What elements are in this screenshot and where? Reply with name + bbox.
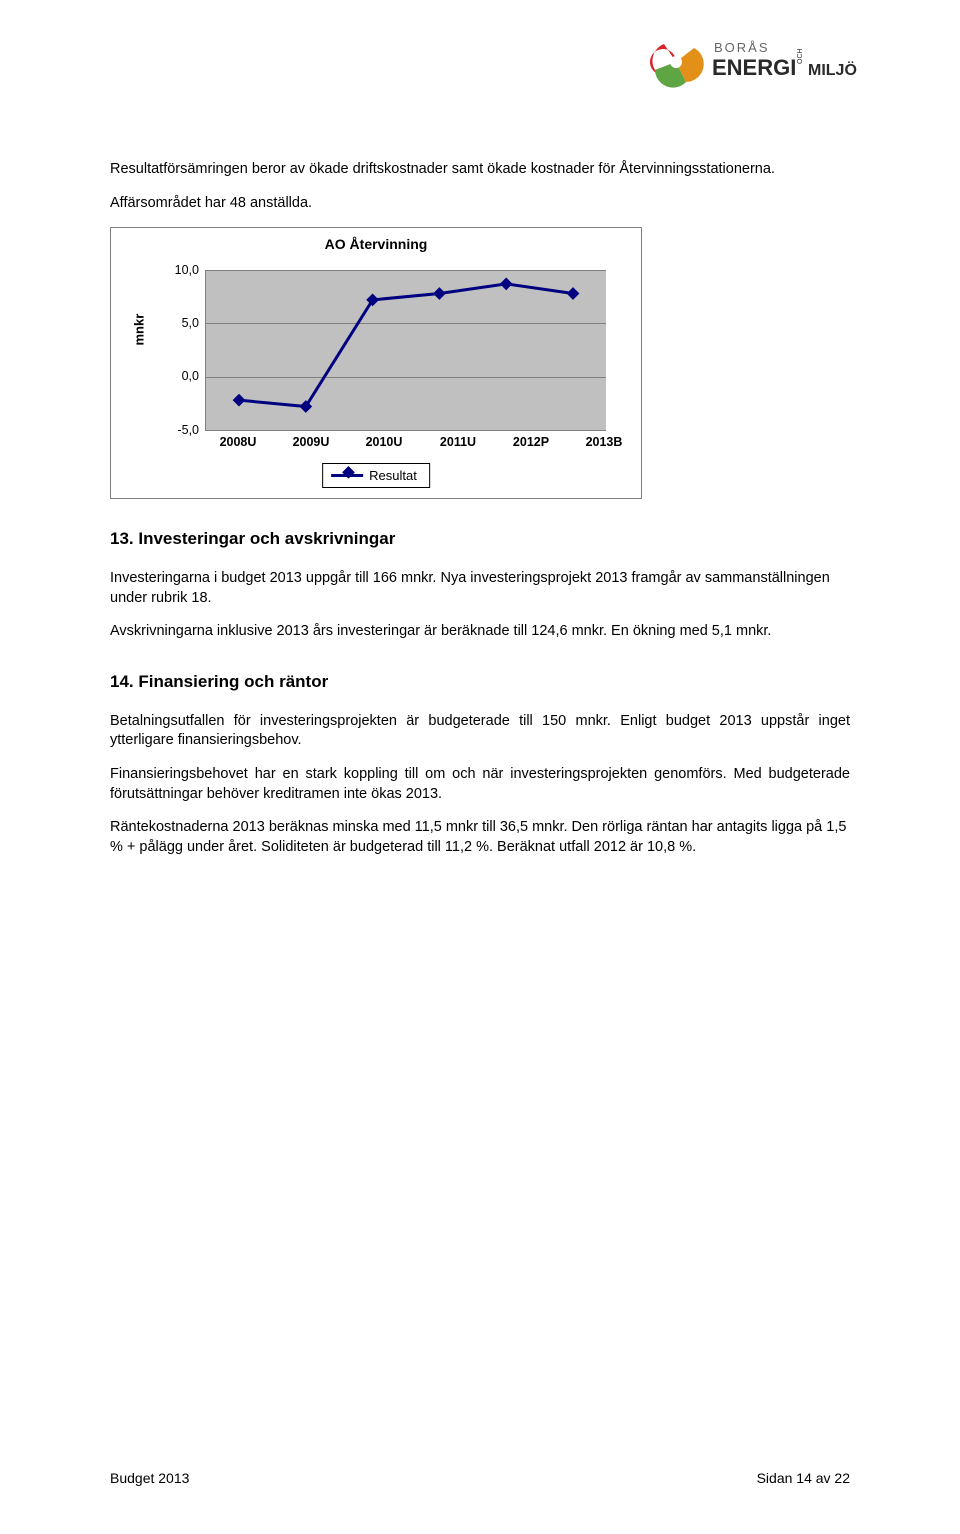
logo-brand-top: BORÅS bbox=[714, 40, 770, 55]
chart-legend: Resultat bbox=[322, 463, 430, 488]
logo-brand-suffix: MILJÖ bbox=[808, 60, 857, 79]
logo: BORÅS ENERGI OCH MILJÖ bbox=[640, 34, 860, 90]
chart-title: AO Återvinning bbox=[111, 236, 641, 252]
footer-left: Budget 2013 bbox=[110, 1470, 189, 1486]
xtick: 2011U bbox=[428, 435, 488, 449]
heading-13: 13. Investeringar och avskrivningar bbox=[110, 529, 850, 549]
s14-p2: Finansieringsbehovet har en stark koppli… bbox=[110, 765, 850, 804]
logo-svg: BORÅS ENERGI OCH MILJÖ bbox=[640, 34, 860, 90]
chart-ylabel: mnkr bbox=[132, 314, 147, 346]
page: BORÅS ENERGI OCH MILJÖ Resultatförsämrin… bbox=[0, 0, 960, 1534]
xtick: 2010U bbox=[354, 435, 414, 449]
s14-p1: Betalningsutfallen för investeringsproje… bbox=[110, 712, 850, 751]
xtick: 2009U bbox=[281, 435, 341, 449]
chart-ao-atervinning: AO Återvinning mnkr 10,0 5,0 0,0 -5,0 20… bbox=[110, 227, 642, 499]
page-footer: Budget 2013 Sidan 14 av 22 bbox=[110, 1470, 850, 1486]
s13-p1: Investeringarna i budget 2013 uppgår til… bbox=[110, 569, 850, 608]
ytick: 5,0 bbox=[159, 316, 199, 330]
chart-plot-area bbox=[205, 270, 606, 431]
legend-line-icon bbox=[331, 474, 363, 477]
intro-p2: Affärsområdet har 48 anställda. bbox=[110, 194, 850, 214]
xtick: 2013B bbox=[574, 435, 634, 449]
xtick: 2008U bbox=[208, 435, 268, 449]
s13-p2: Avskrivningarna inklusive 2013 års inves… bbox=[110, 622, 850, 642]
heading-14: 14. Finansiering och räntor bbox=[110, 672, 850, 692]
intro-p1: Resultatförsämringen beror av ökade drif… bbox=[110, 160, 850, 180]
legend-label: Resultat bbox=[369, 468, 417, 483]
logo-brand-mid: ENERGI bbox=[712, 55, 796, 80]
chart-series-svg bbox=[206, 270, 606, 430]
footer-right: Sidan 14 av 22 bbox=[757, 1470, 850, 1486]
ytick: 0,0 bbox=[159, 369, 199, 383]
xtick: 2012P bbox=[501, 435, 561, 449]
ytick: -5,0 bbox=[159, 423, 199, 437]
svg-text:OCH: OCH bbox=[797, 48, 804, 64]
s14-p3: Räntekostnaderna 2013 beräknas minska me… bbox=[110, 818, 850, 857]
ytick: 10,0 bbox=[159, 263, 199, 277]
